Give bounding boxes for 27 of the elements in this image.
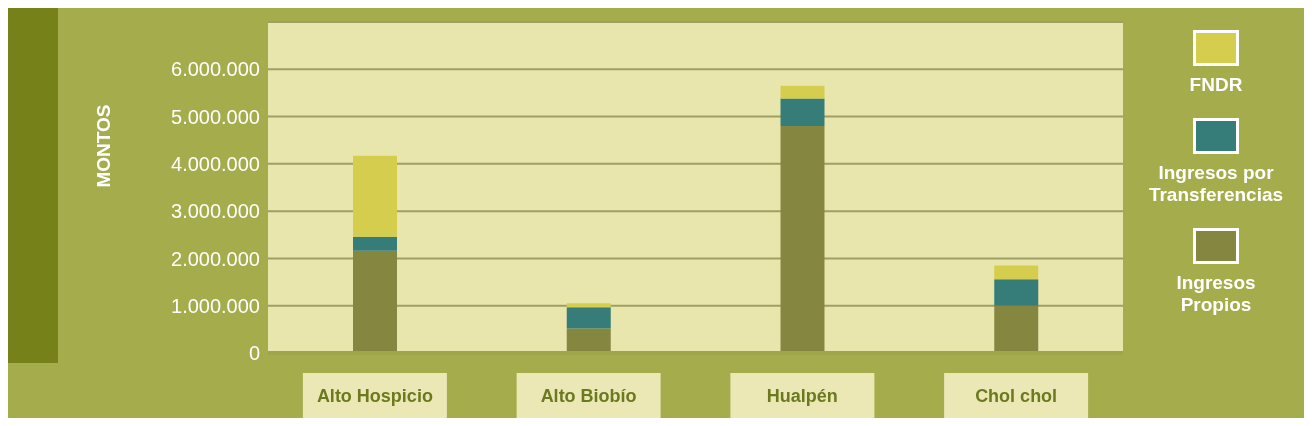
bar bbox=[353, 250, 397, 353]
legend-label: Ingresos por Transferencias bbox=[1147, 162, 1285, 206]
bar bbox=[780, 98, 825, 127]
bar bbox=[353, 155, 397, 237]
y-tick-label: 6.000.000 bbox=[171, 58, 260, 81]
bar bbox=[566, 303, 611, 308]
y-tick-label: 1.000.000 bbox=[171, 294, 260, 317]
bar bbox=[994, 265, 1039, 280]
x-tick-label: Alto Biobío bbox=[540, 386, 637, 406]
y-tick-label: 4.000.000 bbox=[171, 152, 260, 175]
y-tick-label: 0 bbox=[248, 342, 260, 365]
y-axis-title: MONTOS bbox=[92, 104, 114, 188]
legend-label: FNDR bbox=[1188, 74, 1244, 96]
bar bbox=[780, 126, 825, 353]
y-tick-label: 2.000.000 bbox=[171, 247, 260, 270]
y-tick-label: 3.000.000 bbox=[171, 200, 260, 223]
bar bbox=[994, 279, 1039, 306]
x-tick-label: Hualpén bbox=[766, 386, 838, 406]
x-tick-label: Chol chol bbox=[975, 386, 1058, 406]
bar bbox=[353, 236, 397, 251]
y-tick-label: 5.000.000 bbox=[171, 105, 260, 128]
bar bbox=[566, 328, 611, 353]
bar bbox=[566, 307, 611, 329]
x-tick-label: Alto Hospicio bbox=[316, 386, 433, 406]
legend-label: Ingresos Propios bbox=[1175, 272, 1257, 316]
bar bbox=[780, 85, 825, 99]
bar bbox=[994, 305, 1039, 353]
